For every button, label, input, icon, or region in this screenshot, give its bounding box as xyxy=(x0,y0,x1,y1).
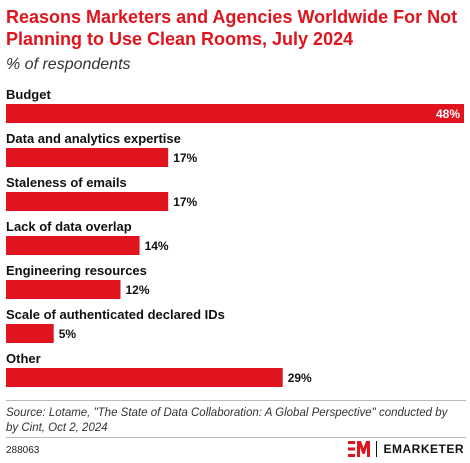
value-label: 29% xyxy=(288,371,312,385)
bar xyxy=(6,324,54,343)
brand-name: EMARKETER xyxy=(383,442,464,456)
value-label: 17% xyxy=(173,151,197,165)
value-label: 12% xyxy=(126,283,150,297)
value-label: 17% xyxy=(173,195,197,209)
bar-chart: Budget 48% Data and analytics expertise 17%… xyxy=(6,87,464,387)
bar xyxy=(6,368,283,387)
category-label: Staleness of emails xyxy=(6,175,127,190)
category-label: Scale of authenticated declared IDs xyxy=(6,307,225,322)
bar xyxy=(6,104,464,123)
category-label: Budget xyxy=(6,87,51,102)
chart-id: 288063 xyxy=(6,445,40,456)
chart-subtitle: % of respondents xyxy=(6,56,131,73)
bar xyxy=(6,236,140,255)
category-label: Engineering resources xyxy=(6,263,147,278)
category-label: Lack of data overlap xyxy=(6,219,132,234)
bar xyxy=(6,192,169,211)
category-label: Other xyxy=(6,351,41,366)
emarketer-logo-icon xyxy=(348,441,371,457)
bar xyxy=(6,148,169,167)
footer-divider xyxy=(6,400,466,401)
category-label: Data and analytics expertise xyxy=(6,131,181,146)
value-label: 5% xyxy=(59,327,77,341)
brand-separator xyxy=(376,441,378,457)
brand-block: EMARKETER xyxy=(348,440,464,458)
bar xyxy=(6,280,121,299)
bottom-divider xyxy=(6,437,466,438)
chart-title: Reasons Marketers and Agencies Worldwide… xyxy=(6,7,458,49)
value-label: 14% xyxy=(145,239,169,253)
value-label: 48% xyxy=(436,107,460,121)
source-note: Source: Lotame, "The State of Data Colla… xyxy=(6,407,448,434)
